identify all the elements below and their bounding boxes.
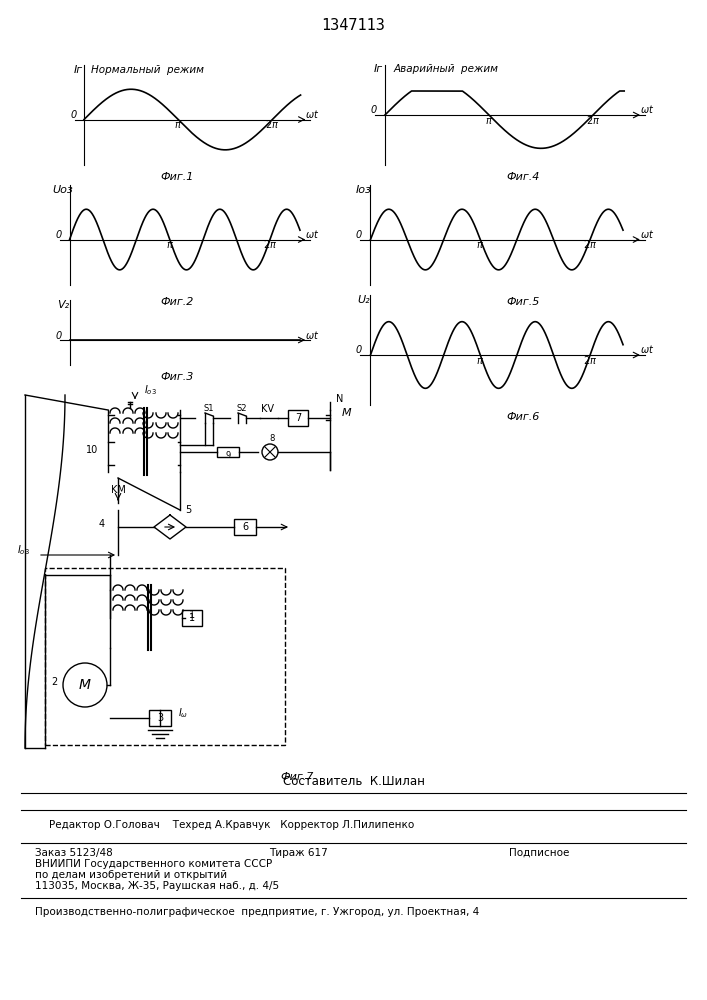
Text: $\pi$: $\pi$ (477, 240, 484, 250)
Text: Аварийный  режим: Аварийный режим (393, 64, 498, 74)
Text: S1: S1 (204, 404, 214, 413)
Text: 0: 0 (370, 105, 377, 115)
Bar (288, 410, 308, 426)
Text: 1347113: 1347113 (322, 18, 385, 33)
Text: Фиг.4: Фиг.4 (506, 172, 540, 182)
Text: $2\pi$: $2\pi$ (583, 238, 597, 250)
Text: 7: 7 (295, 413, 301, 423)
Text: 1: 1 (189, 613, 195, 623)
Text: 113035, Москва, Ж-35, Раушская наб., д. 4/5: 113035, Москва, Ж-35, Раушская наб., д. … (35, 881, 279, 891)
Text: Фиг.3: Фиг.3 (160, 372, 194, 382)
Text: $\pi$: $\pi$ (165, 240, 174, 250)
Text: KM: KM (110, 485, 125, 495)
Text: $\omega t$: $\omega t$ (305, 329, 320, 341)
Text: V₂: V₂ (57, 300, 69, 310)
Text: $\omega t$: $\omega t$ (640, 228, 654, 240)
Text: 10: 10 (86, 445, 98, 455)
Text: $\omega t$: $\omega t$ (640, 103, 654, 115)
Text: 5: 5 (185, 505, 191, 515)
Text: Фиг.7: Фиг.7 (280, 772, 314, 782)
Text: 0: 0 (55, 230, 62, 240)
Text: $\omega t$: $\omega t$ (305, 228, 320, 240)
Text: $2\pi$: $2\pi$ (263, 238, 277, 250)
Text: M: M (342, 408, 351, 418)
Bar (234, 519, 256, 535)
Text: KV: KV (262, 404, 274, 414)
Text: 2: 2 (52, 677, 58, 687)
Text: Iг: Iг (74, 65, 83, 75)
Text: M: M (79, 678, 91, 692)
Text: $\omega t$: $\omega t$ (305, 108, 320, 120)
Text: 0: 0 (356, 345, 362, 355)
Text: Фиг.2: Фиг.2 (160, 297, 194, 307)
Text: 1: 1 (189, 610, 195, 620)
Text: $I_{o3}$: $I_{o3}$ (144, 383, 156, 397)
Text: 0: 0 (70, 110, 76, 120)
Text: Фиг.5: Фиг.5 (506, 297, 540, 307)
Text: $\pi$: $\pi$ (485, 116, 493, 126)
Text: $\pi$: $\pi$ (174, 120, 182, 130)
Text: $I_{o3}$: $I_{o3}$ (17, 543, 30, 557)
Text: $\pi$: $\pi$ (477, 356, 484, 366)
Text: Составитель  К.Шилан: Составитель К.Шилан (283, 775, 424, 788)
Bar (45, 568, 285, 745)
Text: Подписное: Подписное (509, 848, 569, 858)
Text: Нормальный  режим: Нормальный режим (91, 65, 204, 75)
Text: Заказ 5123/48: Заказ 5123/48 (35, 848, 113, 858)
Text: $2\pi$: $2\pi$ (265, 118, 279, 130)
Bar (182, 610, 202, 626)
Text: Тираж 617: Тираж 617 (269, 848, 327, 858)
Text: по делам изобретений и открытий: по делам изобретений и открытий (35, 870, 228, 880)
Text: $\omega t$: $\omega t$ (640, 343, 654, 355)
Text: 4: 4 (99, 519, 105, 529)
Text: $2\pi$: $2\pi$ (586, 114, 600, 126)
Text: Iг: Iг (374, 64, 383, 74)
Text: 0: 0 (356, 230, 362, 240)
Text: 6: 6 (242, 522, 248, 532)
Text: 3: 3 (157, 713, 163, 723)
Text: 0: 0 (55, 331, 62, 341)
Text: 8: 8 (269, 434, 275, 443)
Text: N: N (337, 394, 344, 404)
Text: Редактор О.Головач    Техред А.Кравчук   Корректор Л.Пилипенко: Редактор О.Головач Техред А.Кравчук Корр… (49, 820, 415, 830)
Text: S2: S2 (237, 404, 247, 413)
Text: Iоз: Iоз (356, 185, 371, 195)
Bar (217, 447, 239, 457)
Text: $2\pi$: $2\pi$ (583, 354, 597, 366)
Text: 9: 9 (226, 451, 230, 460)
Text: U₂: U₂ (357, 295, 370, 305)
Text: ВНИИПИ Государственного комитета СССР: ВНИИПИ Государственного комитета СССР (35, 859, 273, 869)
Text: Фиг.1: Фиг.1 (160, 172, 194, 182)
Text: Фиг.6: Фиг.6 (506, 412, 540, 422)
Bar (149, 710, 171, 726)
Text: Uоз: Uоз (53, 185, 74, 195)
Text: Производственно-полиграфическое  предприятие, г. Ужгород, ул. Проектная, 4: Производственно-полиграфическое предприя… (35, 907, 479, 917)
Text: $I_{\omega}$: $I_{\omega}$ (178, 706, 188, 720)
